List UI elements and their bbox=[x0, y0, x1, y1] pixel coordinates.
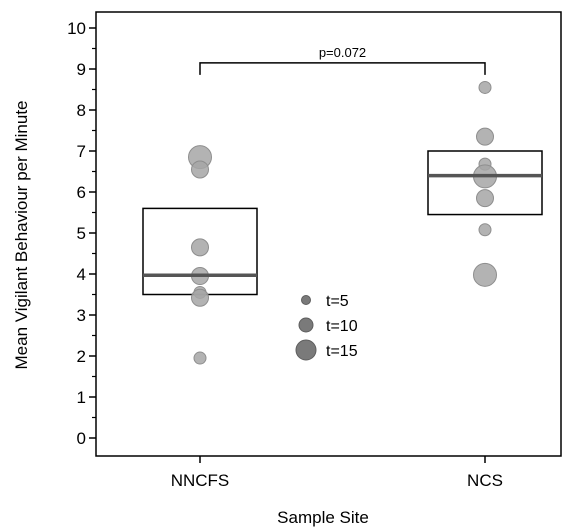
data-point bbox=[478, 80, 492, 94]
data-point bbox=[476, 127, 494, 146]
x-axis-title: Sample Site bbox=[277, 508, 369, 527]
y-tick-label: 4 bbox=[77, 265, 86, 284]
data-point bbox=[476, 189, 494, 208]
data-point bbox=[193, 351, 207, 365]
y-tick-label: 2 bbox=[77, 347, 86, 366]
y-tick-label: 5 bbox=[77, 224, 86, 243]
box-ncs bbox=[427, 150, 543, 216]
y-tick-label: 8 bbox=[77, 101, 86, 120]
plot-frame bbox=[95, 11, 562, 457]
data-point bbox=[191, 238, 209, 257]
y-tick-label: 9 bbox=[77, 60, 86, 79]
legend-marker bbox=[295, 339, 317, 361]
y-tick-label: 1 bbox=[77, 388, 86, 407]
legend-label: t=5 bbox=[326, 293, 349, 310]
data-point bbox=[478, 223, 492, 237]
legend-marker bbox=[298, 317, 314, 333]
legend-label: t=15 bbox=[326, 343, 358, 360]
x-tick-label: NCS bbox=[467, 471, 503, 490]
y-tick-label: 10 bbox=[67, 19, 86, 38]
data-point bbox=[473, 262, 497, 287]
data-point bbox=[191, 288, 209, 307]
significance-bracket bbox=[199, 62, 486, 75]
legend-marker bbox=[301, 295, 311, 305]
y-axis-title: Mean Vigilant Behaviour per Minute bbox=[12, 100, 31, 369]
x-tick-label: NNCFS bbox=[171, 471, 230, 490]
significance-label: p=0.072 bbox=[319, 45, 366, 60]
y-tick-label: 3 bbox=[77, 306, 86, 325]
y-tick-label: 0 bbox=[77, 429, 86, 448]
data-point bbox=[191, 160, 209, 179]
y-tick-label: 7 bbox=[77, 142, 86, 161]
plot-area: 0 1 2 3 4 5 6 7 8 9 10 NNCFS NCS p=0.072 t=5 t=10 t=15 bbox=[67, 11, 562, 490]
legend-label: t=10 bbox=[326, 318, 358, 335]
y-tick-label: 6 bbox=[77, 183, 86, 202]
